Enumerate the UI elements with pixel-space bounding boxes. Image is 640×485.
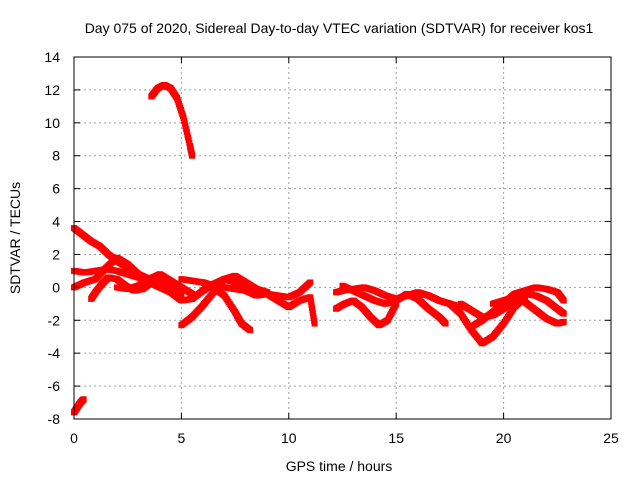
y-tick-label: 4 xyxy=(52,214,60,230)
y-tick-label: -8 xyxy=(48,411,61,427)
y-tick-label: 10 xyxy=(44,115,60,131)
data-point xyxy=(560,318,567,325)
chart-title: Day 075 of 2020, Sidereal Day-to-day VTE… xyxy=(85,20,594,36)
y-tick-label: 14 xyxy=(44,49,60,65)
data-point xyxy=(247,327,254,334)
x-tick-label: 5 xyxy=(178,430,186,446)
y-tick-label: 8 xyxy=(52,148,60,164)
y-tick-label: 0 xyxy=(52,279,60,295)
x-tick-label: 0 xyxy=(70,430,78,446)
y-tick-label: -6 xyxy=(48,378,61,394)
series-arc-h xyxy=(199,279,254,334)
y-tick-label: 12 xyxy=(44,82,60,98)
y-tick-label: -2 xyxy=(48,312,61,328)
series-arc-o xyxy=(489,294,567,327)
data-point xyxy=(80,396,87,403)
data-point xyxy=(307,279,314,286)
data-point xyxy=(189,152,196,159)
x-axis-label: GPS time / hours xyxy=(286,458,393,474)
data-point xyxy=(189,290,196,297)
data-point xyxy=(560,310,567,317)
series-arc-low-start xyxy=(71,396,87,416)
plot-frame xyxy=(73,56,612,420)
y-tick-label: -4 xyxy=(48,345,61,361)
data-points xyxy=(71,81,567,416)
y-tick-label: 2 xyxy=(52,246,60,262)
data-point xyxy=(560,297,567,304)
series-arc-g xyxy=(199,276,318,327)
axis-ticks: 0 5 10 15 20 25 -8 -6 -4 -2 0 2 4 6 8 10 12 14 xyxy=(44,49,619,446)
data-point xyxy=(178,292,185,299)
data-point xyxy=(442,320,449,327)
x-tick-label: 10 xyxy=(281,430,297,446)
y-axis-label: SDTVAR / TECUs xyxy=(7,182,23,294)
x-tick-label: 15 xyxy=(388,430,404,446)
data-point xyxy=(174,289,181,296)
grid xyxy=(74,57,611,419)
series-arc-k xyxy=(339,282,449,327)
series-arc-high xyxy=(148,81,196,159)
x-tick-label: 25 xyxy=(603,430,619,446)
series-arc-j xyxy=(333,297,400,329)
data-point xyxy=(311,320,318,327)
y-tick-label: 6 xyxy=(52,181,60,197)
series-arc-d xyxy=(113,271,196,297)
x-tick-label: 20 xyxy=(496,430,512,446)
